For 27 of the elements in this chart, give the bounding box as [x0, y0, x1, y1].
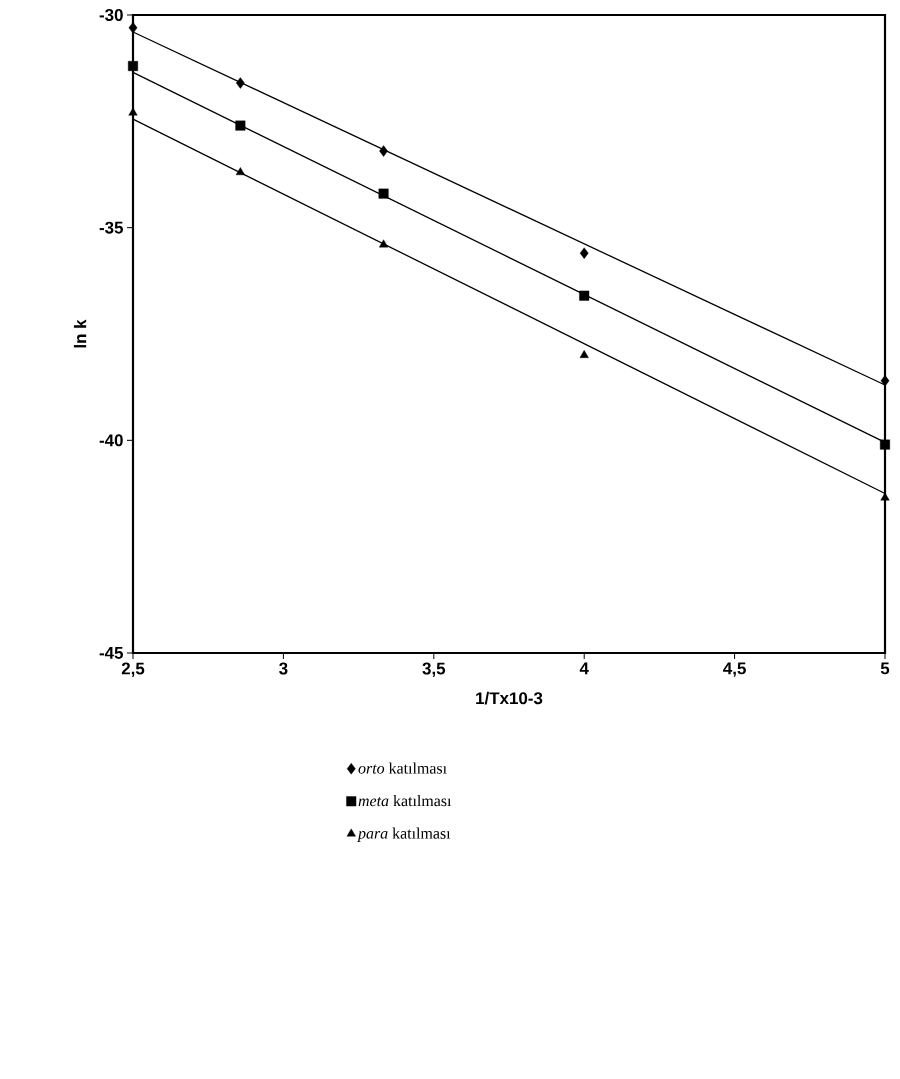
legend-label: meta katılması: [358, 794, 452, 807]
x-axis-title: 1/Tx10-3: [476, 691, 543, 705]
point: [236, 77, 245, 89]
x-tick-label: 3: [279, 662, 288, 675]
y-axis-title: ln k: [73, 319, 87, 348]
y-tick-label: -45: [99, 647, 124, 659]
point: [128, 61, 138, 72]
point: [579, 247, 589, 259]
legend-label: para katılması: [357, 827, 451, 842]
x-tick-label: 4: [579, 662, 589, 675]
y-tick-label: -30: [99, 8, 123, 21]
point: [379, 239, 389, 248]
x-tick-label: 5: [880, 662, 890, 675]
point: [235, 167, 245, 176]
y-tick-label: -35: [99, 221, 124, 234]
point: [235, 120, 246, 131]
x-tick-label: 4,5: [723, 662, 746, 677]
point: [579, 350, 589, 358]
legend-label: orto katılması: [358, 762, 447, 774]
point: [378, 188, 389, 199]
point: [880, 439, 890, 450]
x-tick-label: 2,5: [121, 662, 145, 677]
point: [880, 375, 890, 387]
point: [379, 145, 388, 157]
y-tick-label: -40: [99, 434, 123, 447]
point: [579, 290, 590, 301]
x-tick-label: 3,5: [422, 662, 446, 677]
